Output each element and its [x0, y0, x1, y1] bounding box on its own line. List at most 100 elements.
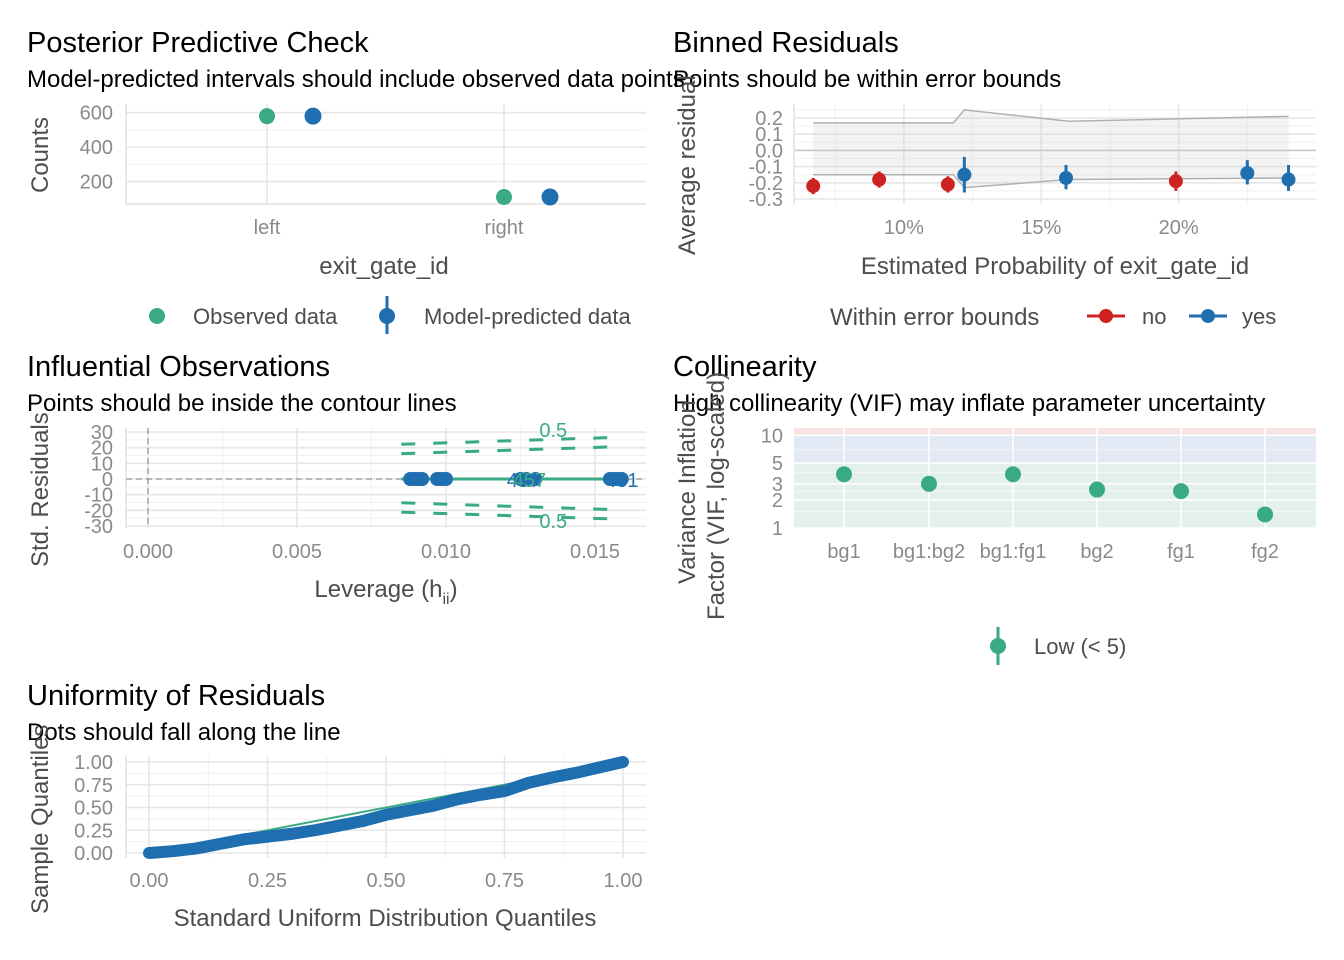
coll-x-tick-label: bg1: [827, 541, 860, 563]
uniformity-subtitle: Dots should fall along the line: [27, 719, 341, 746]
legend-low-label: Low (< 5): [1034, 634, 1126, 659]
binned-plot-area: -0.3-0.2-0.10.00.10.2 10% 15% 20%: [749, 104, 1316, 239]
binned-point: [957, 167, 972, 182]
infl-y-tick-label: 20: [91, 438, 113, 460]
ppc-panel: Posterior Predictive Check Model-predict…: [27, 27, 685, 334]
coll-point: [836, 466, 852, 483]
binned-y-axis-title: Average residual: [674, 75, 701, 255]
influential-subtitle: Points should be inside the contour line…: [27, 390, 457, 417]
collinearity-legend: Low (< 5): [990, 627, 1126, 665]
legend-no-label: no: [1142, 304, 1166, 329]
binned-legend: Within error bounds no yes: [830, 304, 1276, 331]
infl-point-label: 431: [605, 470, 638, 492]
legend-yes-label: yes: [1242, 304, 1276, 329]
binned-point: [1240, 166, 1255, 181]
legend-yes-marker: [1201, 309, 1215, 323]
unif-y-tick-label: 0.75: [74, 775, 113, 797]
binned-y-tick-label: -0.1: [749, 157, 783, 179]
infl-contour-label-bottom: 0.5: [539, 511, 567, 533]
legend-no-marker: [1099, 309, 1113, 323]
infl-point: [614, 472, 629, 486]
ppc-observed-point: [496, 189, 512, 205]
coll-low-zone: [794, 463, 1316, 528]
influential-x-axis-title: Leverage (hii): [314, 576, 457, 608]
infl-contour-label-top: 0.5: [539, 420, 567, 442]
binned-y-tick-label: -0.3: [749, 189, 783, 211]
unif-y-tick-label: 0.50: [74, 798, 113, 820]
binned-x-tick-label: 10%: [884, 217, 924, 239]
ppc-plot-area: 200 400 600 left right: [80, 103, 646, 239]
ppc-y-tick-label: 600: [80, 103, 113, 125]
binned-point: [940, 177, 955, 192]
binned-x-tick-label: 20%: [1159, 217, 1199, 239]
coll-y-tick-label: 1: [772, 518, 783, 540]
infl-y-tick-label: 30: [91, 422, 113, 444]
unif-x-tick-label: 1.00: [604, 870, 643, 892]
unif-x-tick-label: 0.25: [248, 870, 287, 892]
binned-legend-title: Within error bounds: [830, 304, 1039, 331]
ppc-y-tick-label: 200: [80, 172, 113, 194]
infl-y-tick-label: -10: [84, 485, 113, 507]
binned-y-tick-label: 0.1: [755, 124, 783, 146]
collinearity-plot-area: 1 235 10 bg1 bg1:bg2 bg1:fg1 bg2 fg1 fg2: [761, 425, 1316, 563]
legend-predicted-label: Model-predicted data: [424, 304, 631, 329]
coll-y-tick-label: 5: [772, 453, 783, 475]
infl-x-tick-label: 0.010: [421, 541, 471, 563]
legend-low-marker: [990, 638, 1006, 654]
unif-x-tick-label: 0.00: [130, 870, 169, 892]
infl-contour-line: [401, 435, 625, 446]
coll-high-zone: [794, 428, 1316, 436]
infl-x-tick-label: 0.005: [272, 541, 322, 563]
ppc-y-axis-title: Counts: [27, 117, 54, 193]
infl-point: [528, 472, 543, 486]
ppc-predicted-point: [541, 188, 559, 206]
coll-x-tick-label: bg2: [1080, 541, 1113, 563]
binned-x-tick-label: 15%: [1021, 217, 1061, 239]
coll-y-tick-label: 3: [772, 474, 783, 496]
unif-sample-points: [143, 756, 629, 859]
coll-y-tick-label: 10: [761, 425, 783, 447]
infl-y-tick-label: 0: [102, 469, 113, 491]
uniformity-plot-area: 0.000.250.500.751.000.00 0.25 0.50 0.75 1.00: [74, 752, 646, 892]
ppc-x-tick-label: right: [485, 217, 524, 239]
ppc-x-tick-label: left: [254, 217, 281, 239]
binned-point: [1058, 170, 1073, 185]
uniformity-panel: Uniformity of Residuals Dots should fall…: [27, 680, 646, 932]
uniformity-y-axis-title: Sample Quantiles: [27, 725, 54, 914]
infl-point: [415, 472, 430, 486]
collinearity-title: Collinearity: [673, 351, 817, 383]
infl-y-tick-label: -30: [84, 516, 113, 538]
binned-x-axis-title: Estimated Probability of exit_gate_id: [861, 253, 1249, 280]
unif-x-tick-label: 0.75: [485, 870, 524, 892]
infl-x-tick-label: 0.000: [123, 541, 173, 563]
unif-y-tick-label: 1.00: [74, 752, 113, 774]
binned-title: Binned Residuals: [673, 27, 899, 59]
unif-y-tick-label: 0.25: [74, 820, 113, 842]
legend-observed-label: Observed data: [193, 304, 338, 329]
binned-point: [806, 179, 821, 194]
infl-point: [439, 472, 453, 486]
coll-x-tick-label: fg1: [1167, 541, 1195, 563]
coll-y-tick-label: 2: [772, 490, 783, 512]
coll-point: [1173, 483, 1189, 500]
legend-observed-marker: [149, 308, 165, 324]
binned-y-tick-label: 0.0: [755, 140, 783, 162]
infl-y-tick-label: -20: [84, 500, 113, 522]
binned-y-tick-label: 0.2: [755, 108, 783, 130]
collinearity-y-axis-title-line2: Factor (VIF, log-scaled): [703, 372, 730, 620]
binned-panel: Binned Residuals Points should be within…: [673, 27, 1316, 331]
ppc-predicted-point: [304, 107, 322, 125]
collinearity-subtitle: High collinearity (VIF) may inflate para…: [673, 390, 1265, 417]
binned-subtitle: Points should be within error bounds: [673, 66, 1061, 93]
ppc-title: Posterior Predictive Check: [27, 27, 369, 59]
influential-title: Influential Observations: [27, 351, 330, 383]
infl-point-label: 437: [507, 470, 540, 492]
infl-x-tick-label: 0.015: [570, 541, 620, 563]
binned-y-tick-label: -0.2: [749, 173, 783, 195]
infl-contour-line: [401, 444, 625, 456]
influential-y-axis-title: Std. Residuals: [27, 412, 54, 567]
binned-upper-bound: [813, 109, 1289, 124]
binned-point: [1281, 172, 1296, 187]
